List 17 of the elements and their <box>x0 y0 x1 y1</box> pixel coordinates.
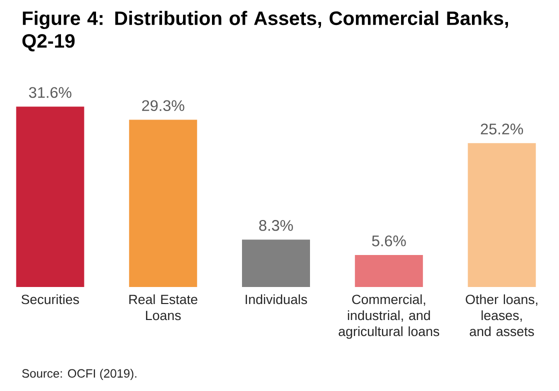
bar <box>242 240 310 287</box>
data-label: 25.2% <box>480 124 524 134</box>
data-label: 31.6% <box>29 87 72 98</box>
source-note: Source: OCFI (2019). <box>22 368 136 380</box>
x-tick-label: Individuals <box>246 294 308 304</box>
x-tick-label: Other loans, leases, and assets <box>466 294 538 336</box>
data-label: 5.6% <box>372 235 406 246</box>
x-tick-label: Commercial, industrial, and agricultural loans <box>338 294 440 339</box>
data-label: 8.3% <box>259 220 293 231</box>
x-tick-label: Real Estate Loans <box>129 294 198 320</box>
bar <box>16 106 84 287</box>
chart-title: Figure 4: Distribution of Assets, Commercial Banks, Q2-19 <box>22 10 508 52</box>
bar <box>468 143 536 287</box>
bar <box>129 120 198 287</box>
x-tick-label: Securities <box>22 294 79 304</box>
data-label: 29.3% <box>142 100 184 112</box>
bar <box>354 255 423 287</box>
